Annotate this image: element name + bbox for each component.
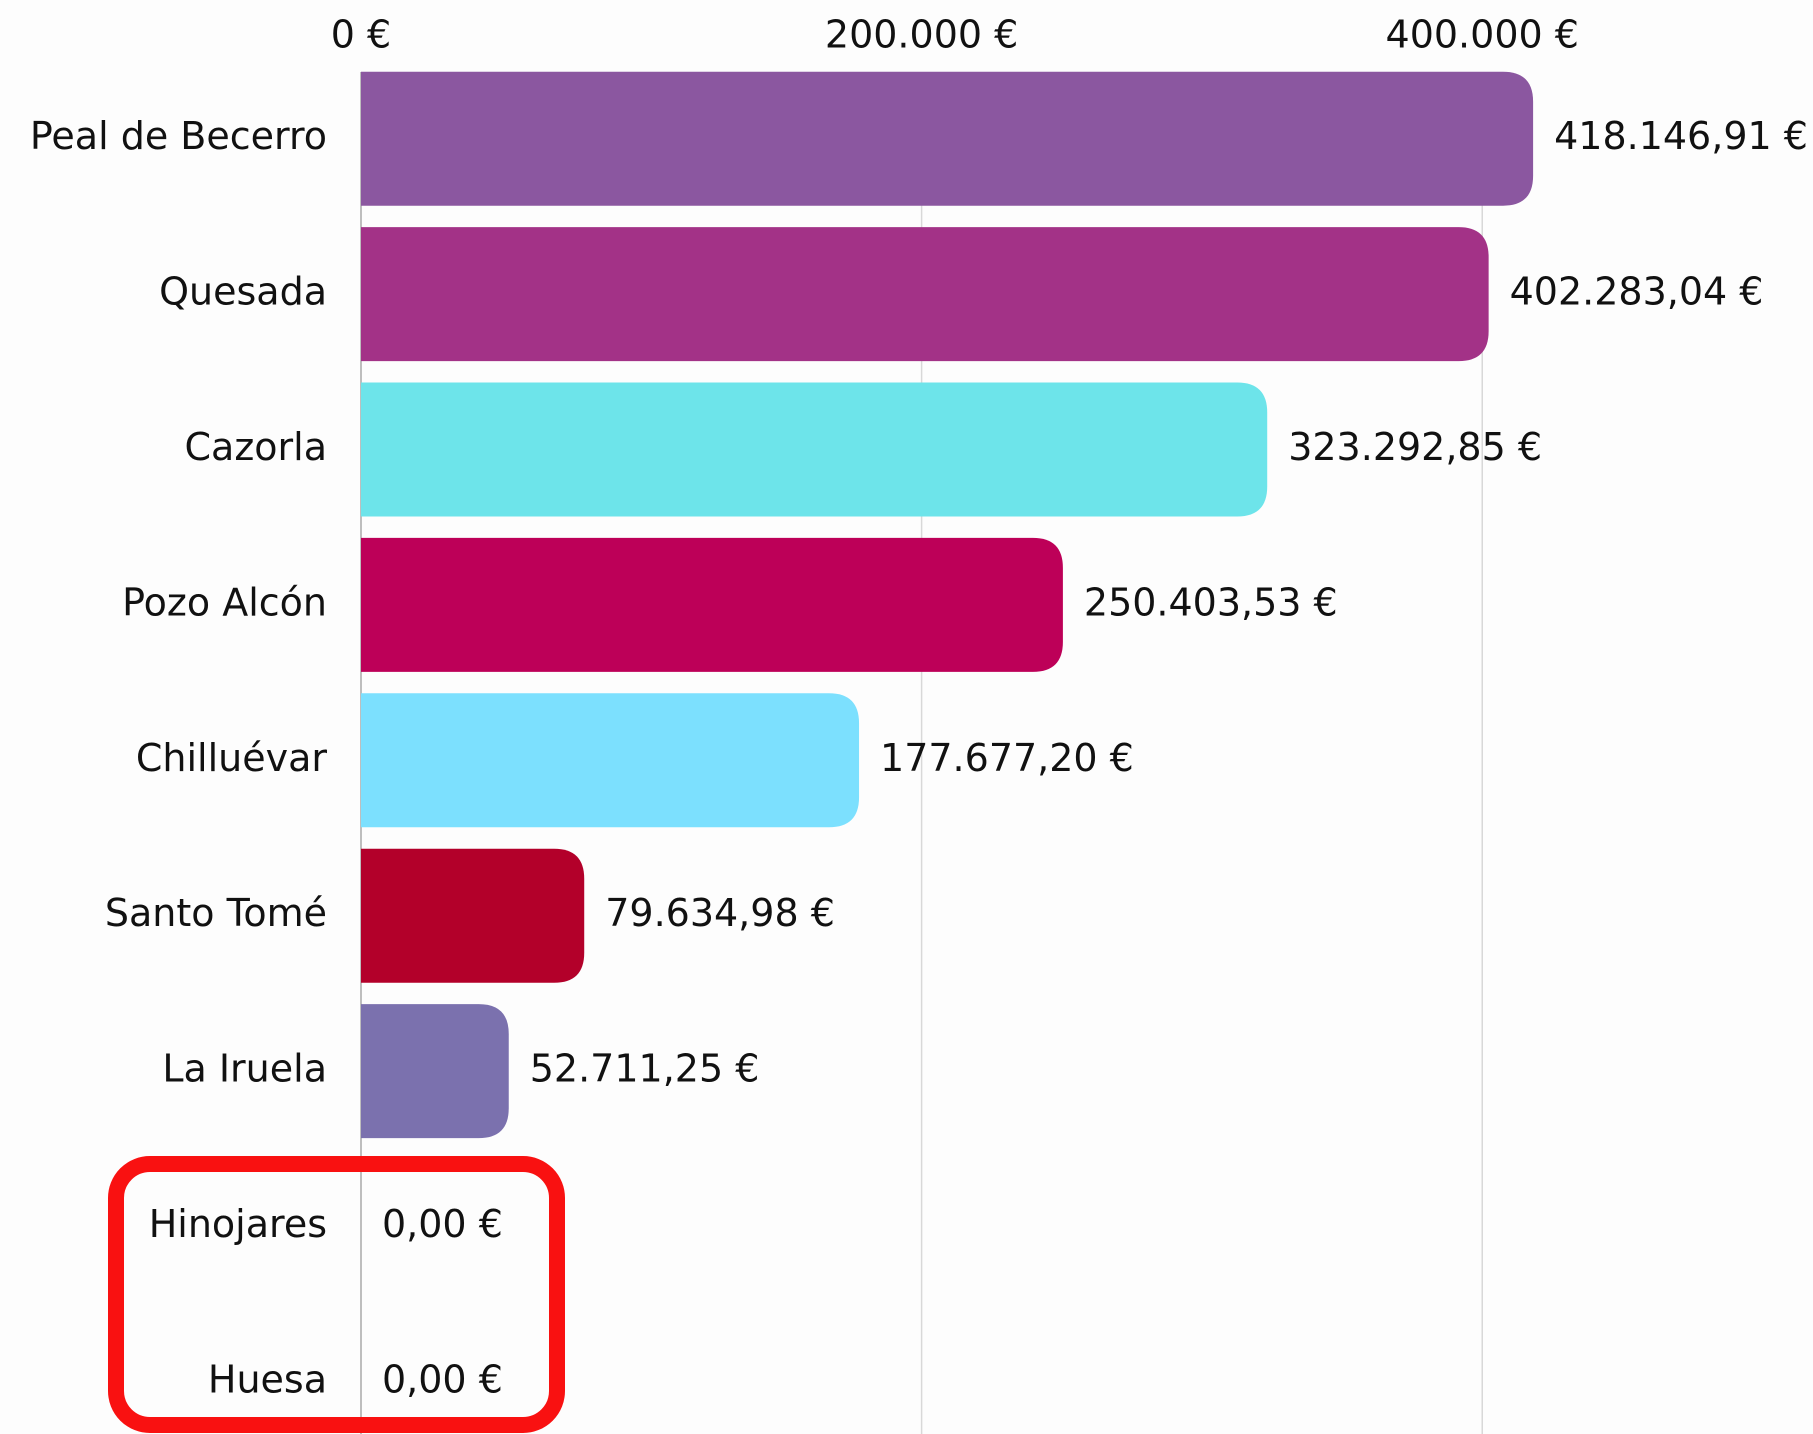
category-label: Pozo Alcón — [122, 580, 327, 624]
category-label: Chilluévar — [136, 736, 328, 780]
bar — [361, 848, 585, 983]
bar — [361, 227, 1489, 362]
category-label: Hinojares — [149, 1202, 327, 1246]
value-label: 250.403,53 € — [1084, 580, 1338, 624]
category-label: Peal de Becerro — [30, 114, 327, 158]
x-tick-label: 400.000 € — [1386, 13, 1579, 57]
category-label: Huesa — [208, 1357, 327, 1401]
value-label: 0,00 € — [382, 1202, 503, 1246]
bar — [361, 382, 1268, 517]
bars — [361, 71, 1534, 1139]
highlight-box — [108, 1156, 565, 1433]
bar — [361, 1004, 509, 1139]
x-tick-label: 200.000 € — [825, 13, 1018, 57]
x-tick-label: 0 € — [331, 13, 391, 57]
value-label: 52.711,25 € — [530, 1047, 760, 1091]
category-label: Cazorla — [185, 425, 327, 469]
category-label: Santo Tomé — [105, 891, 327, 935]
bar — [361, 693, 860, 828]
value-label: 402.283,04 € — [1510, 270, 1764, 314]
value-label: 177.677,20 € — [880, 736, 1134, 780]
value-label: 323.292,85 € — [1288, 425, 1542, 469]
value-label: 418.146,91 € — [1554, 114, 1808, 158]
value-label: 79.634,98 € — [605, 891, 835, 935]
category-label: Quesada — [159, 270, 327, 314]
bar — [361, 537, 1063, 672]
value-label: 0,00 € — [382, 1357, 503, 1401]
bar — [361, 71, 1534, 206]
category-label: La Iruela — [162, 1047, 327, 1091]
